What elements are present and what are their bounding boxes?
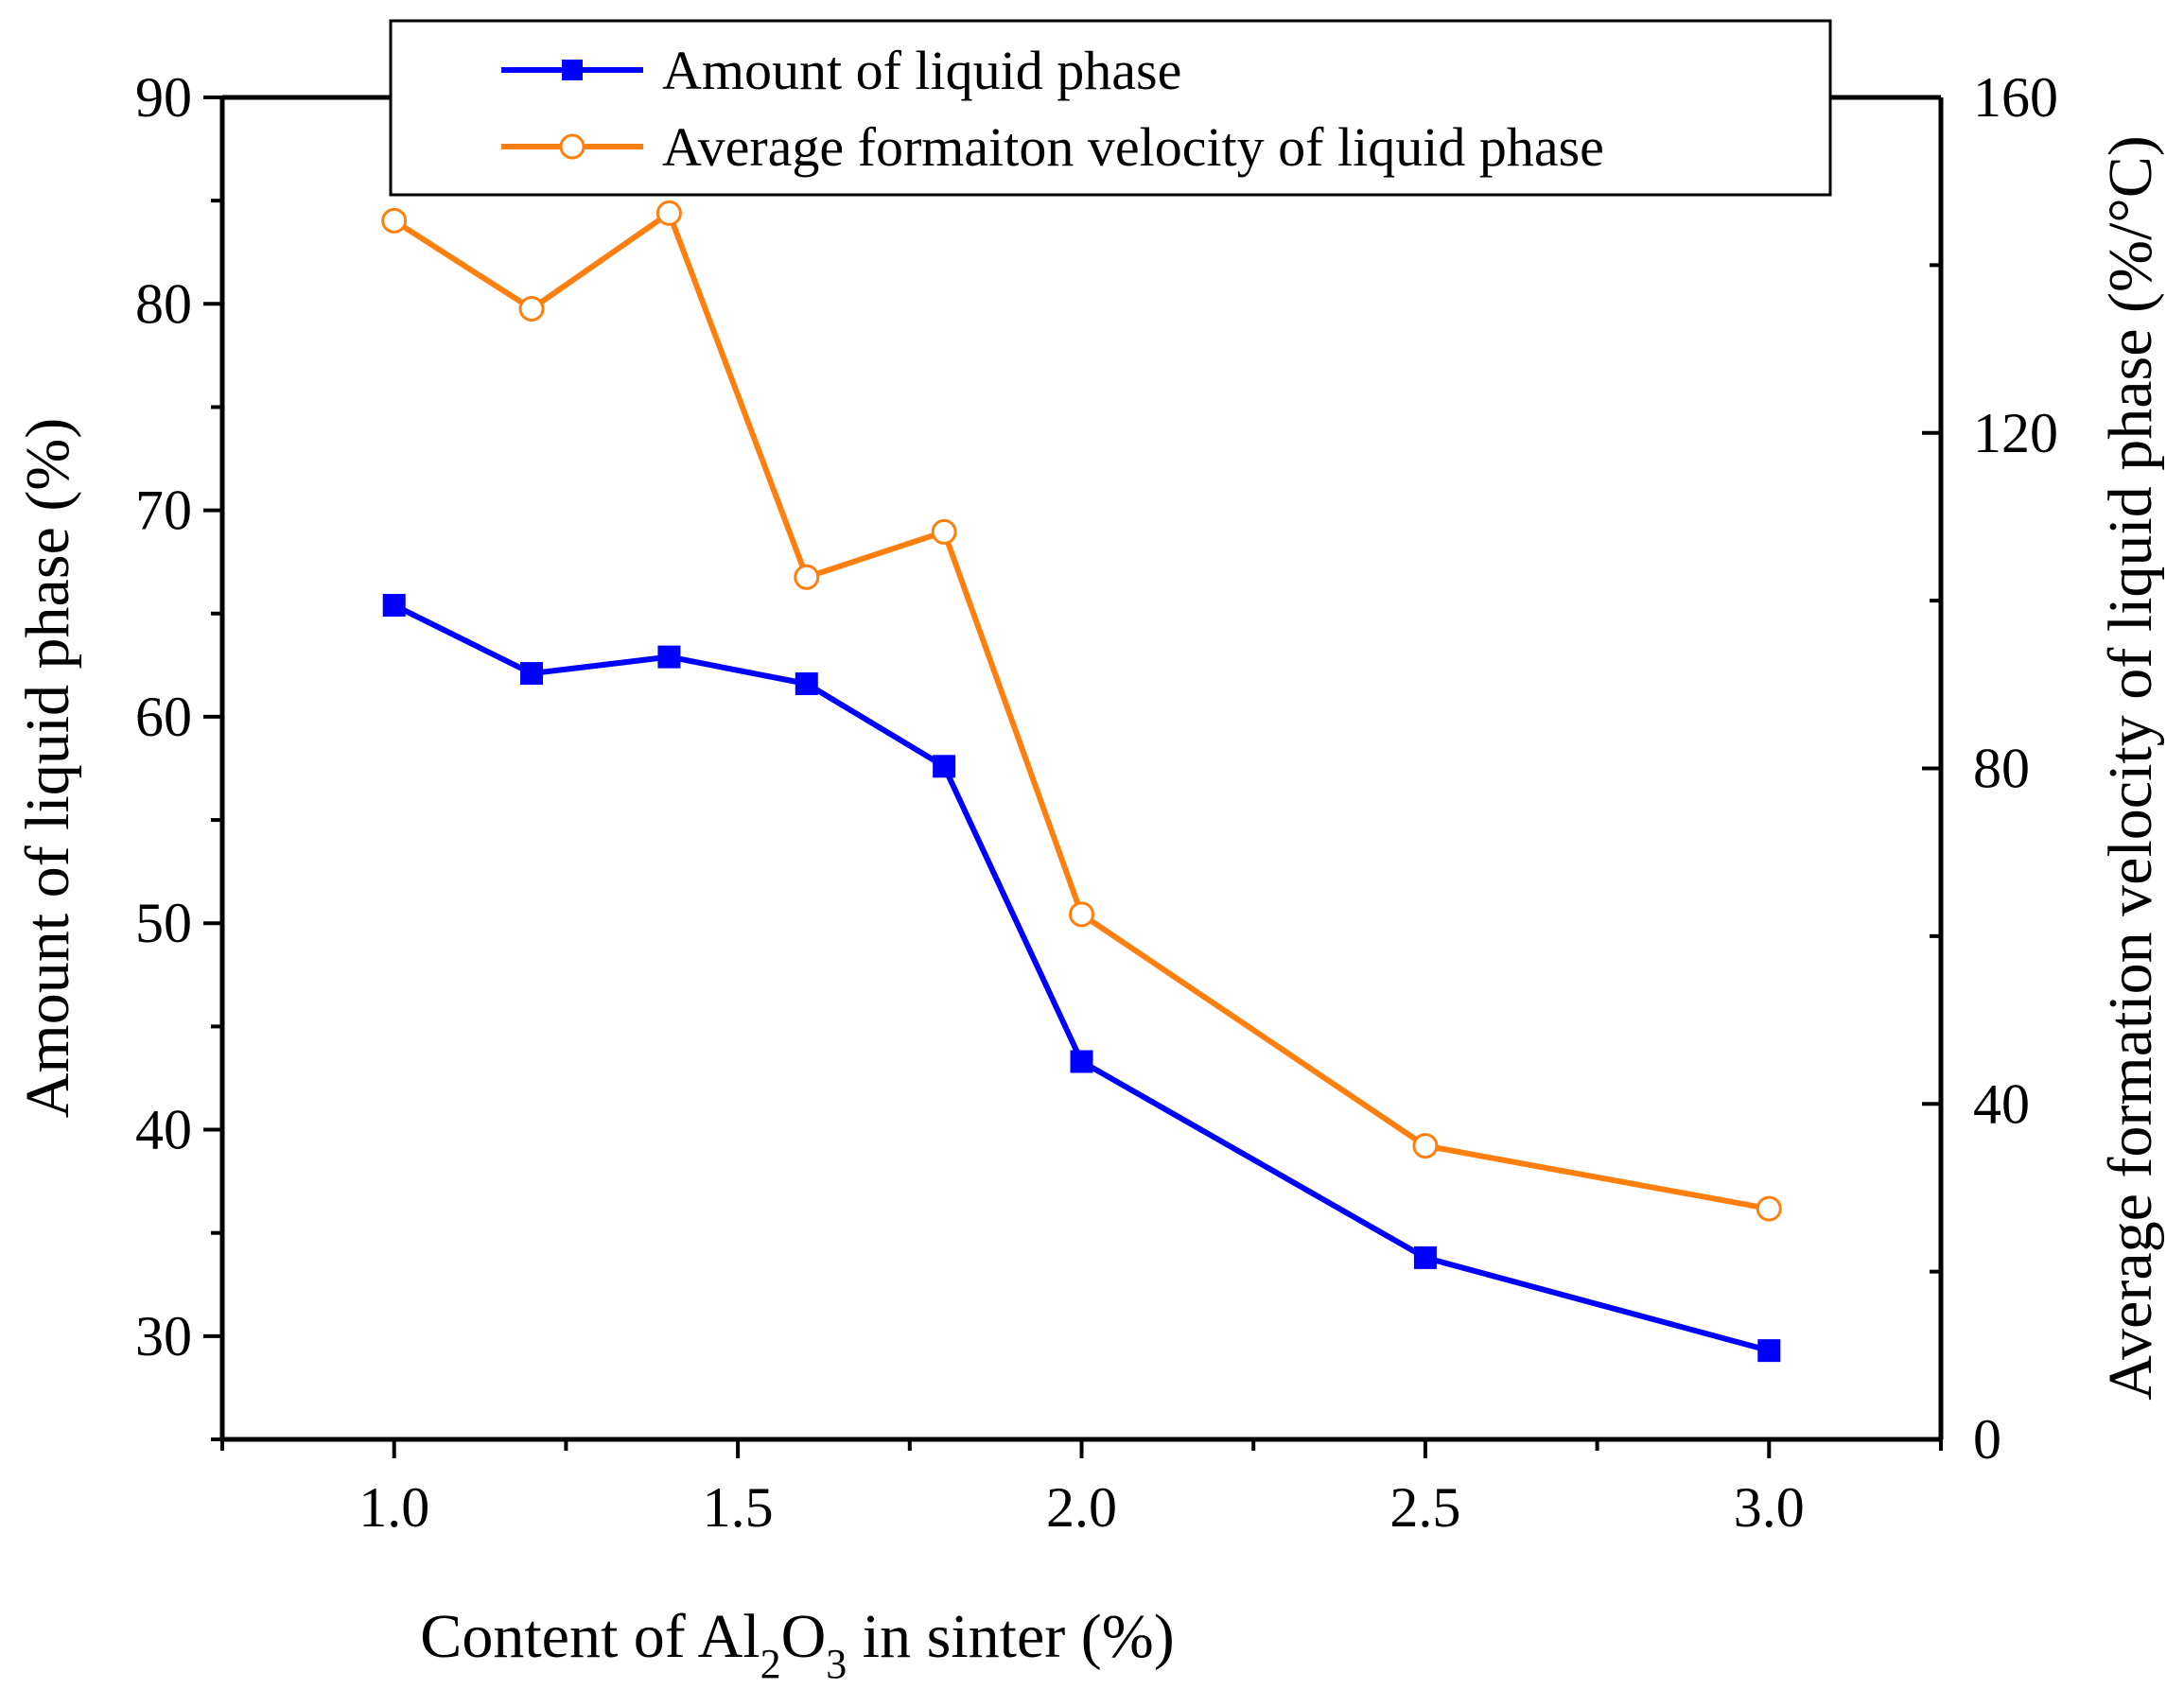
legend-box — [389, 19, 1832, 197]
y-tick-label: 70 — [135, 479, 192, 542]
data-point-velocity — [1069, 901, 1094, 928]
axis-ticks — [203, 96, 1943, 1458]
x-tick-label: 2.0 — [1046, 1476, 1117, 1539]
data-point-velocity — [518, 295, 545, 322]
y2-tick-label: 80 — [1973, 738, 2030, 800]
y-tick-label: 60 — [135, 686, 192, 748]
data-point-amount — [1413, 1245, 1437, 1269]
data-point-velocity — [1412, 1133, 1439, 1159]
series-line-0 — [393, 602, 1771, 1354]
series-lines — [393, 210, 1771, 1354]
y-tick-label: 50 — [135, 892, 192, 954]
series-markers — [381, 200, 1782, 1363]
y-tick-label: 30 — [135, 1305, 192, 1367]
x-tick-label: 1.0 — [358, 1476, 429, 1539]
y2-tick-label: 0 — [1973, 1408, 2001, 1471]
y-tick-label: 40 — [135, 1099, 192, 1161]
legend: Amount of liquid phase Average formaiton… — [389, 19, 1832, 197]
x-tick-label: 3.0 — [1734, 1476, 1805, 1539]
y-tick-label: 80 — [135, 272, 192, 335]
legend-label-velocity: Average formaiton velocity of liquid pha… — [662, 116, 1604, 178]
data-point-amount — [1070, 1050, 1093, 1073]
y2-axis-title: Average formation velocity of liquid pha… — [2096, 135, 2165, 1400]
y2-tick-label: 160 — [1973, 66, 2058, 129]
legend-marker-amount — [562, 60, 583, 80]
x-axis-title: Content of Al2O3 in sinter (%) — [420, 1602, 1174, 1687]
data-point-amount — [382, 594, 406, 618]
y-axis-title: Amount of liquid phase (%) — [13, 418, 82, 1119]
data-point-velocity — [931, 518, 957, 545]
data-point-amount — [657, 645, 681, 669]
data-point-velocity — [655, 200, 682, 226]
plot-frame — [219, 95, 1944, 1442]
data-point-amount — [933, 755, 956, 778]
x-tick-label: 1.5 — [703, 1476, 774, 1539]
x-tick-label: 2.5 — [1389, 1476, 1460, 1539]
data-point-amount — [1757, 1339, 1781, 1363]
data-point-amount — [795, 671, 818, 695]
legend-label-amount: Amount of liquid phase — [662, 40, 1181, 101]
data-point-amount — [520, 662, 544, 686]
data-point-velocity — [794, 564, 820, 590]
series-line-1 — [393, 210, 1770, 1212]
y-tick-label: 90 — [135, 66, 192, 129]
data-point-velocity — [381, 207, 408, 234]
axis-tick-labels: 1.0 1.5 2.0 2.5 3.0 30 40 50 60 70 80 90 0 40 80 120 160 — [135, 66, 2058, 1539]
legend-marker-velocity — [559, 133, 585, 160]
y2-tick-label: 120 — [1973, 402, 2058, 464]
y2-tick-label: 40 — [1973, 1072, 2030, 1135]
data-point-velocity — [1756, 1195, 1782, 1222]
